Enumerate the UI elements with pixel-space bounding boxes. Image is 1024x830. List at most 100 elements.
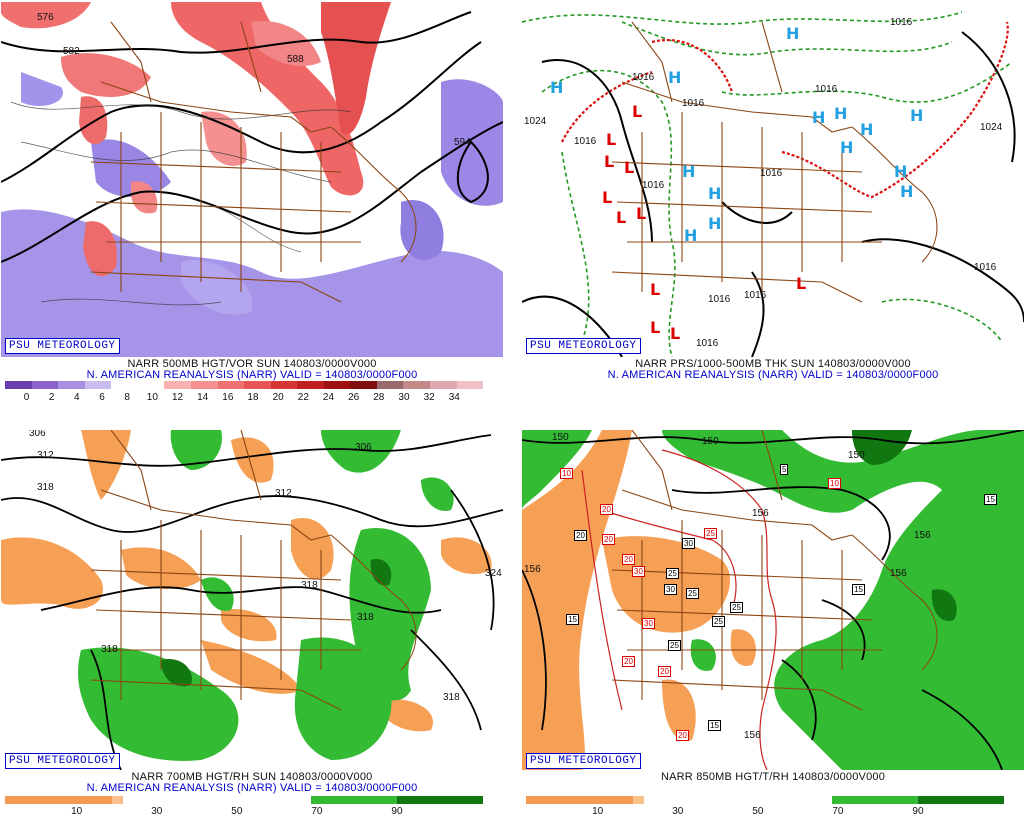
map-850mb: 150 150 156 156 156 156 156 150 10 5 10 15 2… [522, 430, 1024, 770]
panel-subtitle: N. AMERICAN REANALYSIS (NARR) VALID = 14… [86, 782, 418, 794]
colorbar-tick-label: 24 [322, 392, 335, 403]
colorbar-tick-label: 50 [231, 806, 243, 817]
colorbar-tick-label: 30 [672, 806, 684, 817]
colorbar-tick-label: 26 [348, 392, 360, 403]
contour-label: 156 [524, 564, 541, 575]
contour-label: 156 [914, 530, 931, 541]
high-pressure-symbol: H [668, 68, 682, 87]
panel-pressure-thickness: 1016 1024 1016 1016 1016 1024 1016 1016 … [522, 2, 1024, 402]
colorbar-tick-label: 6 [99, 392, 105, 403]
high-pressure-symbol: H [550, 78, 564, 97]
temperature-box: 20 [600, 504, 613, 515]
temperature-box: 15 [566, 614, 579, 625]
panel-title: NARR 500MB HGT/VOR SUN 140803/0000V000 [127, 358, 377, 370]
colorbar-tick-label: 22 [297, 392, 309, 403]
temperature-box: 15 [852, 584, 865, 595]
panel-850mb-temp-rh: 150 150 156 156 156 156 156 150 10 5 10 15 2… [522, 430, 1024, 830]
colorbar-tick-label: 12 [171, 392, 184, 403]
high-pressure-symbol: H [840, 138, 854, 157]
colorbar-tick-label: 34 [448, 392, 460, 403]
high-pressure-symbol: H [682, 162, 696, 181]
high-pressure-symbol: H [708, 184, 722, 203]
colorbar-tick-label: 28 [373, 392, 385, 403]
pressure-label: 1016 [574, 136, 597, 147]
contour-label: 324 [485, 568, 502, 579]
temperature-box: 25 [704, 528, 717, 539]
temperature-box: 25 [730, 602, 743, 613]
colorbar-tick-label: 50 [752, 806, 764, 817]
contour-label: 150 [552, 432, 569, 443]
colorbar-tick-label: 8 [124, 392, 130, 403]
pressure-label: 1016 [696, 338, 719, 349]
panel-title: NARR 700MB HGT/RH SUN 140803/0000V000 [131, 771, 373, 783]
contour-label: 306 [29, 430, 46, 439]
credit-label: PSU METEOROLOGY [526, 338, 641, 354]
temperature-box: 20 [574, 530, 587, 541]
pressure-label: 1016 [682, 98, 705, 109]
temperature-box: 30 [664, 584, 677, 595]
pressure-label: 1016 [642, 180, 665, 191]
high-pressure-symbol: H [708, 214, 722, 233]
low-pressure-symbol: L [624, 158, 635, 177]
colorbar-tick-label: 16 [222, 392, 234, 403]
pressure-label: 1016 [760, 168, 783, 179]
map-pressure: 1016 1024 1016 1016 1016 1024 1016 1016 … [522, 2, 1024, 357]
colorbar-tick-label: 10 [592, 806, 604, 817]
temperature-box: 10 [560, 468, 573, 479]
high-pressure-symbol: H [812, 108, 826, 127]
panel-subtitle: N. AMERICAN REANALYSIS (NARR) VALID = 14… [86, 369, 418, 381]
colorbar-tick-label: 14 [197, 392, 209, 403]
contour-label: 306 [355, 442, 372, 453]
low-pressure-symbol: L [650, 318, 661, 337]
credit-label: PSU METEOROLOGY [526, 753, 641, 769]
temperature-box: 25 [668, 640, 681, 651]
pressure-label: 1016 [632, 72, 655, 83]
pressure-label: 1024 [980, 122, 1003, 133]
colorbar-tick-label: 20 [272, 392, 284, 403]
colorbar-tick-label: 4 [74, 392, 80, 403]
colorbar-tick-label: 2 [48, 392, 55, 403]
low-pressure-symbol: L [606, 130, 617, 149]
high-pressure-symbol: H [834, 104, 848, 123]
map-700mb: 306 312 318 306 312 318 318 318 318 324 [1, 430, 503, 770]
colorbar-tick-label: 0 [23, 392, 30, 403]
pressure-label: 1024 [524, 116, 547, 127]
panel-subtitle: N. AMERICAN REANALYSIS (NARR) VALID = 14… [607, 369, 939, 381]
pressure-label: 1016 [974, 262, 997, 273]
temperature-box: 15 [708, 720, 721, 731]
contour-label: 594 [454, 137, 471, 148]
temperature-box: 15 [984, 494, 997, 505]
colorbar-labels: 10 30 50 70 90 [5, 806, 483, 818]
panel-500mb-vorticity: 576 582 594 588 PSU METEOROLOGY NARR 500… [1, 2, 503, 404]
high-pressure-symbol: H [860, 120, 874, 139]
colorbar-tick-label: 90 [391, 806, 403, 817]
contour-label: 312 [275, 488, 292, 499]
credit-label: PSU METEOROLOGY [5, 753, 120, 769]
contour-label: 318 [357, 612, 374, 623]
low-pressure-symbol: L [604, 152, 615, 171]
contour-label: 318 [443, 692, 460, 703]
contour-label: 582 [63, 46, 80, 57]
temperature-box: 20 [676, 730, 689, 741]
high-pressure-symbol: H [910, 106, 924, 125]
temperature-box: 30 [642, 618, 655, 629]
colorbar-tick-label: 10 [71, 806, 83, 817]
colorbar-tick-label: 30 [151, 806, 163, 817]
temperature-box: 25 [686, 588, 699, 599]
high-pressure-symbol: H [684, 226, 698, 245]
colorbar-tick-label: 70 [832, 806, 844, 817]
colorbar-tick-label: 18 [247, 392, 259, 403]
temperature-box: 20 [622, 554, 635, 565]
high-pressure-symbol: H [894, 162, 908, 181]
contour-label: 312 [37, 450, 54, 461]
colorbar [5, 381, 484, 389]
low-pressure-symbol: L [796, 274, 807, 293]
contour-label: 318 [301, 580, 318, 591]
temperature-box: 10 [828, 478, 841, 489]
high-pressure-symbol: H [786, 24, 800, 43]
colorbar-labels: 0 2 4 6 8 10 12 14 16 18 20 22 24 26 28 30 32 34 [5, 392, 483, 404]
low-pressure-symbol: L [650, 280, 661, 299]
pressure-label: 1016 [708, 294, 731, 305]
low-pressure-symbol: L [602, 188, 613, 207]
pressure-label: 1016 [815, 84, 838, 95]
